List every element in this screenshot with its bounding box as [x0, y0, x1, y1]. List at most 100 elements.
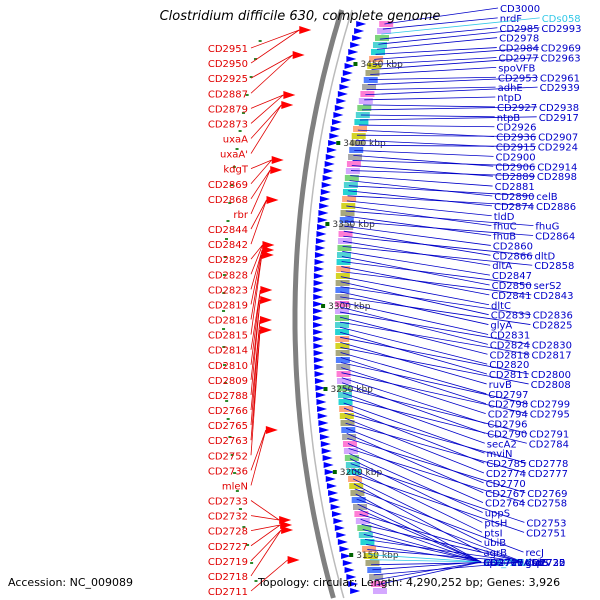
right-label-leader	[378, 27, 540, 45]
left-gene-label: CD2728	[208, 527, 248, 538]
right-gene-label: CD2795	[530, 410, 570, 421]
gene-arrow-reverse	[313, 308, 324, 314]
scale-dot	[235, 490, 239, 492]
right-gene-label: CD2767	[485, 489, 525, 500]
right-label-leader	[342, 392, 485, 444]
left-gene-label: CD2814	[208, 346, 248, 357]
gene-arrow-reverse	[316, 231, 327, 237]
scale-dot	[235, 148, 239, 150]
left-label-leader	[250, 29, 300, 49]
scale-tick	[349, 553, 354, 557]
right-label-leader	[349, 453, 483, 513]
right-label-leader	[340, 281, 489, 316]
gene-arrow-reverse	[313, 315, 323, 321]
scale-dot	[222, 274, 226, 276]
left-label-leader	[250, 529, 282, 562]
right-label-leader	[366, 544, 482, 563]
gene-arrow-reverse	[313, 273, 324, 279]
right-gene-label: CD2936	[496, 133, 536, 144]
scale-dot	[222, 364, 226, 366]
right-label-leader	[347, 443, 484, 504]
feature-block	[343, 448, 358, 454]
feature-block	[354, 511, 369, 517]
left-label-leader	[250, 244, 263, 260]
scale-dot	[222, 310, 226, 312]
feature-block	[377, 28, 392, 34]
right-gene-label: ubiB	[484, 538, 506, 549]
left-label-leader	[250, 515, 280, 521]
right-label-leader	[355, 144, 536, 147]
feature-block	[363, 77, 378, 83]
left-label-leader	[250, 254, 263, 335]
feature-block	[362, 546, 377, 552]
right-label-leader	[365, 86, 538, 96]
gene-arrow-reverse	[320, 441, 331, 447]
gene-arrow-reverse	[328, 140, 339, 146]
scale-dot	[226, 418, 230, 420]
left-label-leader	[250, 104, 282, 139]
feature-block	[340, 420, 355, 426]
feature-block	[362, 84, 377, 90]
feature-block	[349, 147, 364, 153]
scale-dot	[222, 346, 226, 348]
gene-arrow-reverse	[313, 343, 324, 349]
right-gene-label: CD2914	[537, 162, 577, 173]
right-gene-label: aspS	[525, 558, 549, 569]
right-gene-label: CD2886	[536, 202, 576, 213]
right-gene-label: CD2978	[499, 34, 539, 45]
right-gene-label: CD2858	[534, 261, 574, 272]
gene-arrow-forward	[262, 246, 275, 254]
right-gene-label: CD2820	[489, 360, 529, 371]
right-label-leader	[384, 7, 499, 25]
scale-dot	[222, 328, 226, 330]
gene-arrow-forward	[262, 241, 275, 249]
right-label-leader	[339, 331, 488, 375]
feature-block	[337, 392, 352, 398]
left-gene-label: CD2719	[208, 557, 248, 568]
left-gene-label: CD2763	[208, 436, 248, 447]
feature-block	[360, 539, 375, 545]
right-label-leader	[340, 357, 487, 405]
feature-block	[349, 483, 364, 489]
feature-block	[339, 413, 354, 419]
right-label-leader	[341, 377, 486, 424]
right-label-leader	[342, 251, 490, 276]
right-label-leader	[343, 407, 485, 464]
right-label-leader	[367, 76, 538, 86]
gene-arrow-reverse	[323, 462, 334, 468]
right-label-leader	[354, 488, 524, 553]
right-gene-label: CD2961	[540, 73, 580, 84]
right-label-leader	[376, 561, 482, 586]
left-gene-label: CD2815	[208, 331, 248, 342]
scale-dot	[238, 508, 242, 510]
right-gene-label: CD2777	[528, 469, 568, 480]
right-gene-label: CD2836	[533, 311, 573, 322]
right-label-leader	[364, 96, 496, 101]
left-gene-label: CD2868	[208, 195, 248, 206]
left-label-leader	[250, 159, 272, 185]
left-label-leader	[250, 54, 293, 94]
right-label-leader	[356, 134, 537, 138]
right-label-leader	[345, 210, 534, 227]
gene-arrow-reverse	[314, 371, 325, 377]
right-label-leader	[360, 518, 482, 563]
right-label-leader	[353, 483, 482, 553]
right-label-leader	[359, 513, 524, 563]
right-gene-label: CD2850	[492, 281, 532, 292]
gene-arrow-reverse	[314, 378, 325, 384]
gene-arrow-reverse	[314, 259, 325, 265]
scale-dot	[228, 436, 232, 438]
gene-arrow-forward	[260, 286, 273, 294]
right-gene-label: CD2753	[526, 518, 566, 529]
gene-arrow-forward	[266, 196, 279, 204]
right-gene-label: CD2796	[487, 420, 527, 431]
right-gene-label: CD2799	[530, 400, 570, 411]
left-gene-label: uxaA'	[220, 150, 248, 161]
feature-block	[337, 238, 352, 244]
feature-block	[339, 217, 354, 223]
gene-arrow-reverse	[319, 434, 330, 440]
right-label-leader	[339, 316, 488, 355]
left-gene-label: CD2766	[208, 406, 248, 417]
gene-arrow-reverse	[313, 322, 324, 328]
left-gene-label: CD2718	[208, 572, 248, 583]
